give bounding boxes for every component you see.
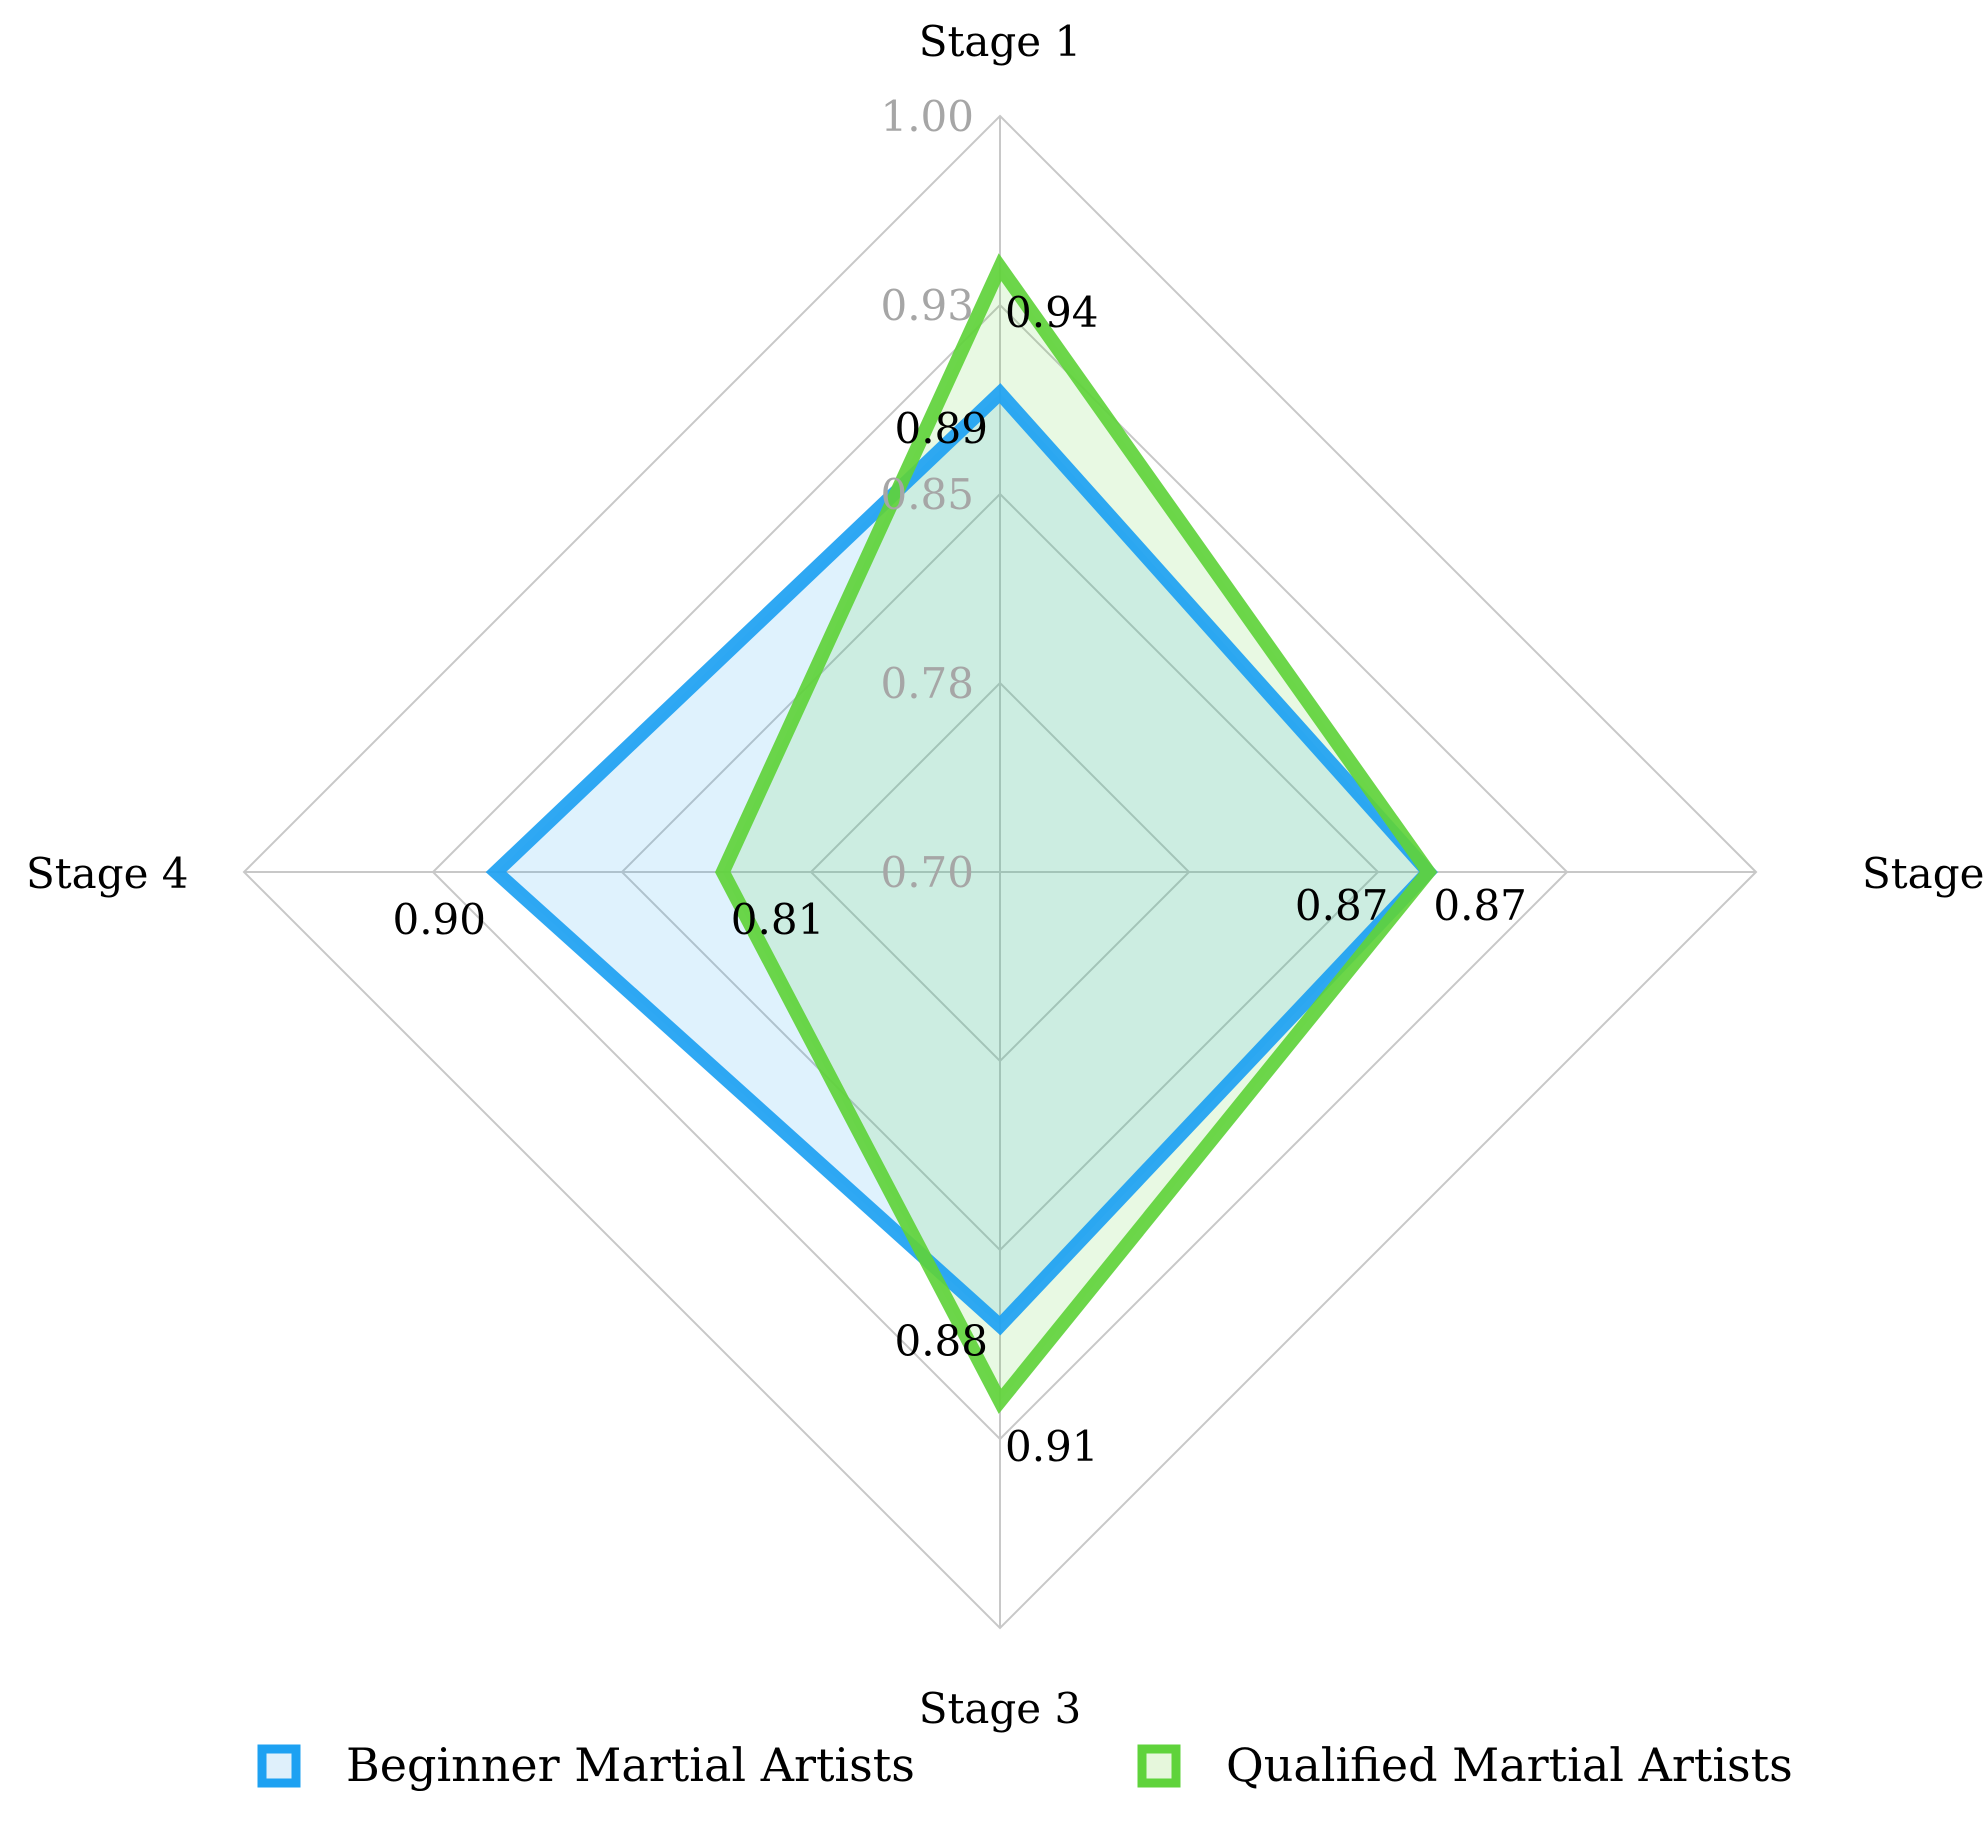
data-label: 0.90 <box>392 895 486 944</box>
tick-label: 0.93 <box>880 281 974 330</box>
data-label: 0.87 <box>1295 881 1389 930</box>
series-line <box>485 383 1438 1336</box>
radial-tick-labels: 0.70 0.78 0.85 0.93 1.00 <box>880 92 974 897</box>
data-label: 0.94 <box>1005 288 1099 337</box>
legend-swatch <box>1137 1744 1181 1788</box>
data-label: 0.81 <box>731 895 825 944</box>
series-line <box>715 253 1438 1414</box>
axis-label: Stage 1 <box>919 17 1082 66</box>
data-labels: 0.89 0.87 0.88 0.90 0.94 0.87 0.91 0.81 <box>392 288 1526 1471</box>
data-label: 0.89 <box>894 404 988 453</box>
series-area <box>722 267 1429 1402</box>
legend-label: Beginner Martial Artists <box>346 1738 915 1792</box>
radar-grid <box>242 114 1758 1630</box>
series-area <box>496 393 1429 1326</box>
series-lines <box>485 253 1438 1414</box>
data-label: 0.87 <box>1433 881 1527 930</box>
axis-label: Stage 3 <box>919 1684 1082 1733</box>
legend-swatch <box>257 1744 301 1788</box>
series-fills <box>496 267 1429 1402</box>
axis-labels: Stage 1 Stage 2 Stage 3 Stage 4 <box>26 17 1986 1733</box>
legend: Beginner Martial Artists Qualified Martia… <box>257 1738 1793 1792</box>
axis-label: Stage 2 <box>1862 849 1986 898</box>
tick-label: 1.00 <box>880 92 974 141</box>
tick-label: 0.78 <box>880 659 974 708</box>
data-label: 0.91 <box>1005 1422 1099 1471</box>
data-label: 0.88 <box>894 1317 988 1366</box>
tick-label: 0.85 <box>880 470 974 519</box>
legend-label: Qualified Martial Artists <box>1226 1738 1793 1792</box>
axis-label: Stage 4 <box>26 849 189 898</box>
tick-label: 0.70 <box>880 848 974 897</box>
